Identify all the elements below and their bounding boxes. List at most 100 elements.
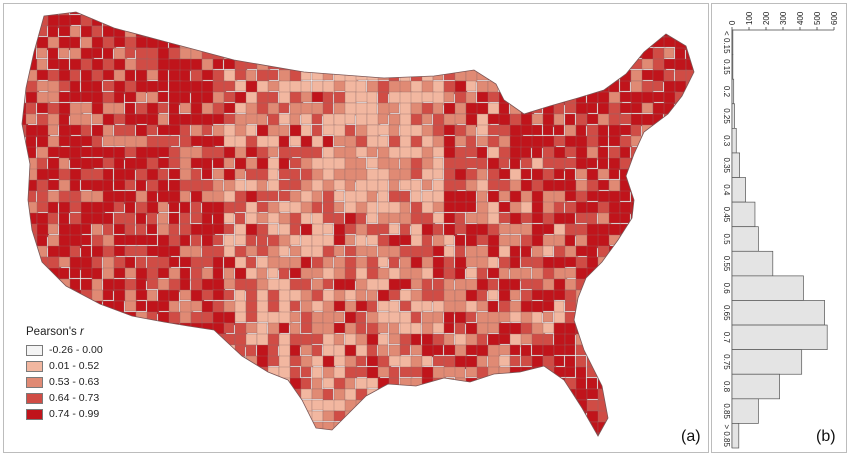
county-cell	[674, 322, 689, 337]
county-cell	[212, 36, 226, 49]
county-cell	[542, 432, 556, 436]
county-cell	[685, 14, 694, 26]
county-cell	[135, 300, 147, 312]
county-cell	[641, 245, 654, 259]
county-cell	[168, 69, 181, 82]
histogram-bar	[731, 201, 756, 228]
county-cell	[553, 388, 565, 400]
county-cell	[366, 157, 379, 169]
county-cell	[630, 377, 645, 389]
county-cell	[487, 36, 502, 48]
county-cell	[113, 12, 125, 15]
county-cell	[652, 399, 667, 412]
county-cell	[619, 190, 631, 202]
county-cell	[663, 201, 676, 215]
county-cell	[641, 25, 653, 37]
county-cell	[344, 355, 358, 368]
county-cell	[630, 421, 645, 435]
county-cell	[520, 80, 534, 93]
county-cell	[245, 113, 259, 125]
county-cell	[630, 113, 643, 127]
county-cell	[476, 300, 489, 312]
county-cell	[267, 432, 282, 436]
county-cell	[234, 234, 247, 246]
county-cell	[388, 355, 402, 367]
histogram-bar	[731, 177, 746, 203]
county-cell	[421, 135, 434, 149]
county-cell	[36, 421, 51, 433]
county-cell	[36, 300, 50, 315]
county-cell	[146, 421, 161, 436]
county-cell	[509, 223, 523, 235]
county-cell	[47, 91, 61, 103]
county-cell	[421, 190, 434, 203]
county-cell	[245, 245, 259, 257]
county-cell	[586, 278, 599, 293]
county-cell	[201, 113, 214, 127]
category-label: 0.4	[722, 184, 731, 196]
county-cell	[421, 47, 435, 59]
county-cell	[465, 366, 479, 378]
x-tick-label: 400	[796, 11, 805, 25]
county-cell	[377, 102, 391, 116]
county-cell	[697, 279, 708, 290]
county-cell	[531, 146, 543, 159]
county-cell	[487, 278, 499, 292]
county-cell	[223, 12, 235, 17]
county-cell	[344, 377, 356, 390]
county-cell	[102, 289, 114, 301]
county-cell	[113, 377, 126, 391]
county-cell	[22, 25, 26, 38]
county-cell	[531, 69, 544, 81]
county-cell	[388, 58, 402, 70]
county-cell	[179, 289, 193, 301]
county-cell	[697, 180, 708, 193]
county-cell	[124, 421, 137, 436]
county-cell	[25, 14, 39, 28]
county-cell	[652, 201, 664, 215]
county-cell	[685, 245, 694, 257]
county-cell	[322, 256, 334, 269]
county-cell	[311, 344, 323, 358]
county-cell	[685, 113, 694, 127]
county-cell	[553, 12, 566, 16]
county-cell	[641, 432, 655, 436]
county-cell	[619, 267, 632, 282]
county-cell	[432, 146, 446, 158]
county-cell	[334, 444, 347, 452]
county-cell	[234, 311, 248, 323]
county-cell	[388, 113, 401, 126]
county-cell	[608, 14, 620, 26]
county-cell	[542, 245, 554, 257]
legend-swatch	[26, 360, 43, 372]
county-cell	[322, 432, 334, 436]
county-cell	[168, 12, 182, 15]
county-cell	[223, 289, 235, 301]
county-cell	[157, 344, 170, 358]
county-cell	[15, 444, 27, 452]
county-cell	[399, 289, 413, 302]
county-cell	[641, 355, 655, 369]
county-cell	[223, 212, 235, 224]
county-cell	[103, 444, 114, 452]
county-cell	[399, 311, 413, 325]
county-cell	[399, 388, 411, 402]
county-cell	[366, 14, 381, 29]
county-cell	[256, 311, 270, 323]
county-cell	[641, 256, 653, 268]
county-cell	[553, 311, 567, 324]
county-cell	[25, 113, 37, 125]
county-cell	[212, 146, 225, 159]
county-cell	[22, 190, 28, 205]
county-cell	[388, 322, 400, 335]
county-cell	[301, 444, 312, 452]
county-cell	[410, 168, 424, 180]
county-cell	[69, 179, 81, 193]
county-cell	[399, 47, 413, 60]
county-cell	[289, 366, 301, 380]
county-cell	[410, 113, 423, 126]
county-cell	[553, 14, 566, 28]
county-cell	[245, 256, 257, 270]
county-cell	[25, 25, 38, 38]
county-cell	[663, 300, 676, 315]
